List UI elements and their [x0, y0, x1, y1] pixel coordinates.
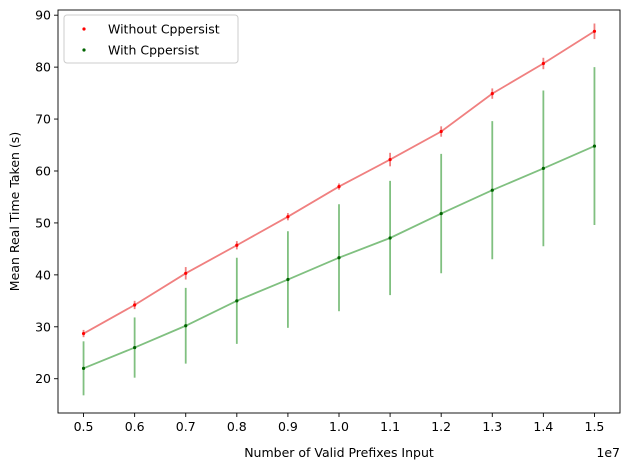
y-tick-label: 80: [35, 60, 51, 75]
x-tick-label: 1.1: [380, 419, 400, 434]
data-point-without-cppersist: [235, 243, 239, 247]
y-tick-label: 20: [35, 371, 51, 386]
series-layer: [81, 23, 597, 396]
x-tick-label: 0.9: [278, 419, 298, 434]
data-point-without-cppersist: [388, 157, 392, 162]
data-point-without-cppersist: [184, 271, 188, 275]
data-point-with-cppersist: [133, 345, 137, 350]
x-tick-label: 0.6: [125, 419, 145, 434]
x-axis-label: Number of Valid Prefixes Input: [244, 445, 434, 460]
data-point-with-cppersist: [337, 256, 341, 260]
legend-marker-with-cppersist: [82, 48, 86, 52]
x-tick-label: 1.3: [482, 419, 502, 434]
x-tick-label: 1.2: [431, 419, 451, 434]
x-tick-label: 1.5: [585, 419, 605, 434]
y-tick-label: 30: [35, 319, 51, 334]
x-tick-label: 0.5: [74, 419, 94, 434]
legend-label-with-cppersist: With Cppersist: [108, 43, 199, 58]
legend-marker-without-cppersist: [82, 27, 86, 31]
data-point-with-cppersist: [592, 144, 597, 148]
x-tick-label: 1.0: [329, 419, 349, 434]
x-axis: 0.5 0.6 0.7 0.8 0.9 1.0 1.1 1.2 1.3 1.4 1.5: [74, 413, 605, 434]
y-tick-label: 90: [35, 8, 51, 23]
legend-label-without-cppersist: Without Cppersist: [108, 22, 220, 37]
y-axis: 20 30 40 50 60 70 80 90: [35, 8, 58, 386]
y-tick-label: 70: [35, 112, 51, 127]
data-point-without-cppersist: [439, 129, 443, 134]
data-point-without-cppersist: [592, 29, 597, 33]
data-point-without-cppersist: [541, 61, 545, 66]
x-offset-label: 1e7: [596, 445, 620, 460]
data-point-with-cppersist: [490, 188, 494, 192]
y-tick-label: 40: [35, 267, 51, 282]
legend: Without Cppersist With Cppersist: [63, 14, 239, 64]
data-point-with-cppersist: [81, 366, 86, 370]
data-point-with-cppersist: [286, 277, 290, 282]
data-point-with-cppersist: [388, 236, 392, 240]
legend-frame: [63, 14, 239, 64]
data-point-without-cppersist: [133, 303, 137, 307]
x-tick-label: 1.4: [533, 419, 553, 434]
data-point-with-cppersist: [184, 324, 188, 328]
data-point-without-cppersist: [337, 184, 341, 189]
data-point-without-cppersist: [490, 92, 494, 96]
x-tick-label: 0.7: [176, 419, 196, 434]
data-point-without-cppersist: [81, 331, 86, 336]
y-tick-label: 50: [35, 215, 51, 230]
x-tick-label: 0.8: [227, 419, 247, 434]
y-tick-label: 60: [35, 163, 51, 178]
data-point-with-cppersist: [541, 166, 545, 170]
data-point-without-cppersist: [286, 215, 290, 219]
data-point-with-cppersist: [439, 211, 443, 216]
data-point-with-cppersist: [235, 299, 239, 303]
y-axis-label: Mean Real Time Taken (s): [7, 132, 22, 291]
